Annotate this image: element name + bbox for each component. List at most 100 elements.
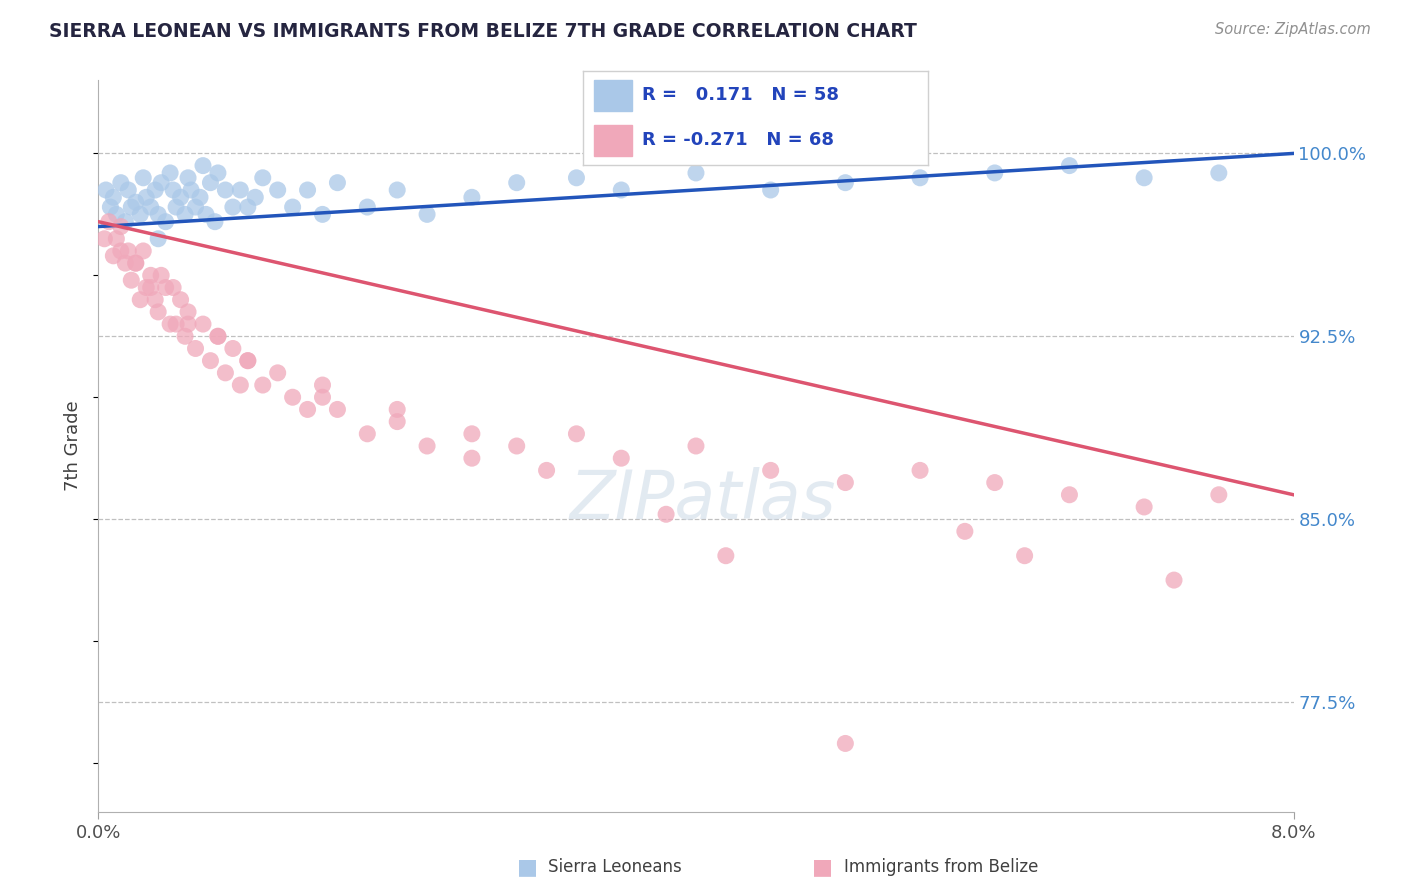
Point	[1208, 488, 1230, 502]
Point	[162, 183, 184, 197]
Point	[132, 170, 155, 185]
Point	[114, 256, 136, 270]
Point	[135, 280, 157, 294]
Bar	[593, 79, 631, 111]
Point	[207, 166, 229, 180]
Point	[177, 305, 200, 319]
Point	[759, 463, 782, 477]
Point	[120, 273, 142, 287]
Point	[103, 249, 125, 263]
Text: ■: ■	[517, 857, 537, 877]
Point	[984, 166, 1007, 180]
Point	[135, 190, 157, 204]
Point	[834, 176, 856, 190]
Point	[685, 439, 707, 453]
Point	[169, 190, 191, 204]
Point	[356, 200, 378, 214]
Point	[139, 280, 162, 294]
Point	[416, 207, 439, 221]
Point	[103, 190, 125, 204]
Point	[174, 329, 197, 343]
Point	[98, 200, 122, 214]
Point	[252, 170, 274, 185]
Point	[281, 200, 304, 214]
Text: ZIPatlas: ZIPatlas	[569, 467, 837, 533]
Point	[1208, 166, 1230, 180]
Point	[610, 183, 633, 197]
Point	[117, 244, 139, 258]
Point	[117, 183, 139, 197]
Point	[94, 183, 117, 197]
Point	[132, 244, 155, 258]
Point	[655, 508, 678, 522]
Point	[97, 215, 120, 229]
Point	[252, 378, 274, 392]
Bar	[593, 125, 631, 156]
Point	[207, 329, 229, 343]
Text: SIERRA LEONEAN VS IMMIGRANTS FROM BELIZE 7TH GRADE CORRELATION CHART: SIERRA LEONEAN VS IMMIGRANTS FROM BELIZE…	[49, 22, 917, 41]
Point	[177, 317, 200, 331]
Point	[150, 176, 173, 190]
Point	[236, 353, 259, 368]
Point	[143, 293, 166, 307]
Point	[105, 232, 128, 246]
Point	[150, 268, 173, 283]
Point	[326, 402, 349, 417]
Point	[110, 244, 132, 258]
Point	[222, 200, 245, 214]
Point	[1014, 549, 1036, 563]
Point	[214, 183, 236, 197]
Point	[311, 378, 333, 392]
Point	[139, 200, 162, 214]
Point	[326, 176, 349, 190]
Point	[184, 342, 207, 356]
Point	[159, 166, 181, 180]
Point	[834, 475, 856, 490]
Point	[165, 200, 187, 214]
Point	[267, 366, 290, 380]
Y-axis label: 7th Grade: 7th Grade	[65, 401, 83, 491]
Point	[908, 463, 931, 477]
Point	[148, 207, 170, 221]
Point	[385, 415, 409, 429]
Text: R = -0.271   N = 68: R = -0.271 N = 68	[643, 131, 834, 149]
Text: Sierra Leoneans: Sierra Leoneans	[548, 858, 682, 876]
Point	[177, 170, 200, 185]
Point	[610, 451, 633, 466]
Point	[174, 207, 197, 221]
Point	[129, 293, 152, 307]
Point	[229, 378, 252, 392]
Point	[461, 426, 484, 441]
Point	[385, 183, 409, 197]
Point	[200, 353, 222, 368]
Point	[165, 317, 187, 331]
Point	[207, 329, 229, 343]
Point	[759, 183, 782, 197]
Point	[245, 190, 267, 204]
Point	[685, 166, 707, 180]
Point	[114, 215, 136, 229]
Point	[281, 390, 304, 404]
Text: R =   0.171   N = 58: R = 0.171 N = 58	[643, 87, 839, 104]
Point	[536, 463, 558, 477]
Point	[461, 451, 484, 466]
Point	[1059, 159, 1081, 173]
Point	[162, 280, 184, 294]
Point	[139, 268, 162, 283]
Point	[297, 402, 319, 417]
Point	[110, 176, 132, 190]
Point	[506, 176, 529, 190]
Point	[194, 207, 218, 221]
Point	[297, 183, 319, 197]
Point	[565, 426, 588, 441]
Point	[148, 232, 170, 246]
Point	[1133, 500, 1156, 514]
Point	[159, 317, 181, 331]
Text: Source: ZipAtlas.com: Source: ZipAtlas.com	[1215, 22, 1371, 37]
Point	[148, 305, 170, 319]
Text: Immigrants from Belize: Immigrants from Belize	[844, 858, 1038, 876]
Point	[143, 183, 166, 197]
Point	[1059, 488, 1081, 502]
Point	[506, 439, 529, 453]
Point	[953, 524, 976, 539]
